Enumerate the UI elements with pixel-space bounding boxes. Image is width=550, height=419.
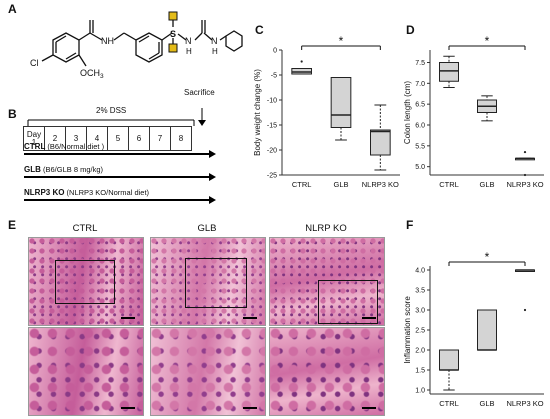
y-axis-title: Colon length (cm) bbox=[403, 81, 412, 144]
panel-label-c: C bbox=[255, 23, 264, 37]
urea-h2-label: H bbox=[212, 47, 218, 56]
day-cell: Day 1 bbox=[23, 126, 45, 151]
arrow-head-icon bbox=[209, 196, 216, 204]
x-tick-label: GLB bbox=[333, 180, 348, 189]
y-tick-label: -20 bbox=[267, 148, 277, 155]
magnified-region-box bbox=[55, 260, 115, 304]
x-tick-label: NLRP3 KO bbox=[506, 180, 543, 189]
treatment-arrow bbox=[24, 153, 210, 155]
histology-image-high-mag bbox=[150, 327, 266, 416]
y-tick-label: 0 bbox=[273, 48, 277, 55]
box-outlier bbox=[300, 60, 303, 63]
y-tick-label: 1.5 bbox=[415, 368, 425, 375]
scale-bar bbox=[362, 407, 376, 409]
y-tick-label: 3.0 bbox=[415, 308, 425, 315]
urea-n1-label: N bbox=[185, 36, 192, 46]
dss-label: 2% DSS bbox=[96, 106, 127, 115]
y-tick-label: 7.5 bbox=[415, 60, 425, 67]
box-iqr bbox=[477, 309, 497, 351]
group-label: NLRP3 KO (NLRP3 KO/Normal diet) bbox=[24, 188, 150, 197]
body-weight-chart: 0 -5 -10 -15 -20 -25 Body weight change (%) CTR… bbox=[253, 34, 400, 189]
y-tick-label: -15 bbox=[267, 123, 277, 130]
methoxy-label: OCH3 bbox=[80, 68, 104, 80]
day-cell: 7 bbox=[149, 126, 171, 151]
arrow-head-icon bbox=[209, 173, 216, 181]
arrow-head-icon bbox=[209, 150, 216, 158]
colon-length-chart: 7.5 7.0 6.5 6.0 5.5 5.0 Colon length (cm) CTRL G… bbox=[403, 34, 544, 189]
y-tick-label: 1.0 bbox=[415, 388, 425, 395]
urea-h1-label: H bbox=[186, 47, 192, 56]
day-cell: 6 bbox=[128, 126, 150, 151]
y-tick-label: -5 bbox=[271, 73, 277, 80]
y-tick-label: 5.0 bbox=[415, 164, 425, 171]
histology-image-low-mag bbox=[269, 237, 385, 326]
y-axis-title: Inflammation score bbox=[403, 296, 412, 364]
group-label: GLB (B6/GLB 8 mg/kg) bbox=[24, 165, 103, 174]
histology-image-high-mag bbox=[28, 327, 144, 416]
y-tick-label: -10 bbox=[267, 98, 277, 105]
panel-label-b: B bbox=[8, 107, 17, 121]
scale-bar bbox=[243, 407, 257, 409]
x-tick-label: CTRL bbox=[439, 180, 459, 189]
magnified-region-box bbox=[185, 258, 247, 308]
histology-image-low-mag bbox=[150, 237, 266, 326]
histology-image-low-mag bbox=[28, 237, 144, 326]
x-tick-label: NLRP3 KO bbox=[506, 399, 543, 408]
sacrifice-label: Sacrifice bbox=[184, 88, 215, 97]
scale-bar bbox=[121, 407, 135, 409]
y-tick-label: 2.0 bbox=[415, 348, 425, 355]
box-iqr bbox=[439, 62, 459, 82]
x-tick-label: NLRP3 KO bbox=[362, 180, 399, 189]
dss-bracket bbox=[27, 108, 206, 126]
significance-star: * bbox=[339, 34, 344, 48]
day-cell: 5 bbox=[107, 126, 129, 151]
inflammation-score-chart: 4.0 3.5 3.0 2.5 2.0 1.5 1.0 Inflammation score C… bbox=[403, 250, 544, 408]
y-tick-label: -25 bbox=[267, 173, 277, 180]
y-tick-label: 6.0 bbox=[415, 123, 425, 130]
y-tick-label: 6.5 bbox=[415, 102, 425, 109]
box-iqr bbox=[370, 129, 391, 156]
significance-star: * bbox=[485, 250, 490, 264]
y-tick-label: 5.5 bbox=[415, 143, 425, 150]
y-tick-label: 2.5 bbox=[415, 328, 425, 335]
group-label: CTRL (B6/Normal diet ) bbox=[24, 142, 105, 151]
scale-bar bbox=[362, 317, 376, 319]
sulfur-label: S bbox=[170, 29, 176, 39]
x-tick-label: CTRL bbox=[439, 399, 459, 408]
histology-column-title: GLB bbox=[197, 223, 217, 234]
chlorine-label: Cl bbox=[30, 58, 39, 68]
x-tick-label: GLB bbox=[479, 399, 494, 408]
histology-column-title: CTRL bbox=[72, 223, 98, 234]
panel-label-a: A bbox=[8, 2, 17, 16]
significance-star: * bbox=[485, 34, 490, 48]
box-outlier bbox=[523, 308, 527, 312]
panel-label-e: E bbox=[8, 218, 17, 232]
histology-image-high-mag bbox=[269, 327, 385, 416]
histology-column-title: NLRP KO bbox=[305, 223, 347, 234]
panel-label-d: D bbox=[406, 23, 415, 37]
x-tick-label: GLB bbox=[479, 180, 494, 189]
magnified-region-box bbox=[318, 280, 378, 324]
y-tick-label: 3.5 bbox=[415, 288, 425, 295]
scale-bar bbox=[243, 317, 257, 319]
scale-bar bbox=[121, 317, 135, 319]
box-iqr bbox=[439, 349, 459, 371]
panel-label-f: F bbox=[406, 218, 414, 232]
day-cell: 8 bbox=[170, 126, 192, 151]
y-tick-label: 7.0 bbox=[415, 81, 425, 88]
treatment-arrow bbox=[24, 199, 210, 201]
treatment-arrow bbox=[24, 176, 210, 178]
box-outlier bbox=[523, 173, 527, 177]
amide-nh-label: NH bbox=[101, 36, 114, 46]
glibenclamide-structure: Cl NH OCH3 S N H N H bbox=[30, 11, 243, 80]
urea-n2-label: N bbox=[211, 36, 218, 46]
box-iqr bbox=[330, 77, 352, 128]
y-axis-title: Body weight change (%) bbox=[253, 69, 262, 156]
x-tick-label: CTRL bbox=[292, 180, 312, 189]
y-tick-label: 4.0 bbox=[415, 268, 425, 275]
box-outlier bbox=[523, 150, 527, 154]
